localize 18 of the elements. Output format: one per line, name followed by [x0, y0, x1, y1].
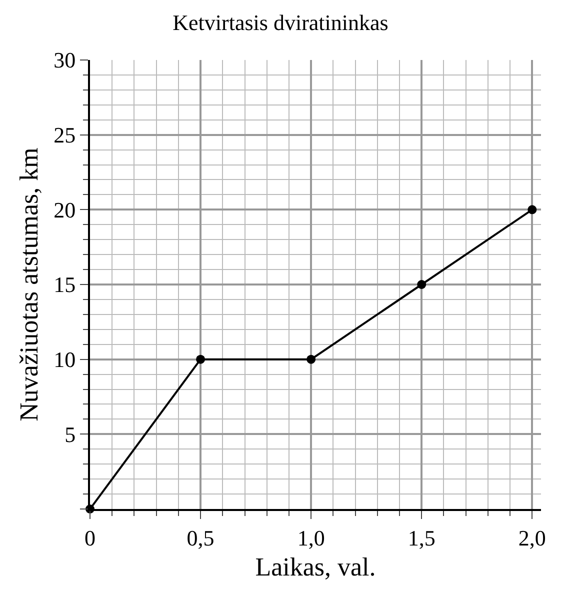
x-tick-label: 0,5 — [186, 525, 214, 550]
y-tick-label: 30 — [54, 48, 76, 73]
point — [417, 280, 426, 289]
x-axis-title: Laikas, val. — [255, 552, 376, 582]
point — [306, 354, 316, 364]
chart-title: Ketvirtasis dviratininkas — [172, 10, 388, 36]
y-tick-label: 10 — [54, 347, 76, 372]
y-tick-label: 20 — [54, 197, 76, 222]
x-tick-label: 1,0 — [297, 525, 325, 550]
x-tick-label: 0 — [84, 525, 96, 550]
point — [196, 354, 206, 364]
y-axis-title: Nuvažiuotas atstumas, km — [14, 148, 44, 422]
x-tick-label: 2,0 — [518, 525, 546, 550]
point — [528, 205, 537, 214]
x-tick-label: 1,5 — [408, 525, 436, 550]
y-tick-label: 15 — [54, 272, 76, 298]
y-tick-label: 5 — [64, 422, 76, 447]
y-tick-label: 25 — [54, 122, 76, 148]
